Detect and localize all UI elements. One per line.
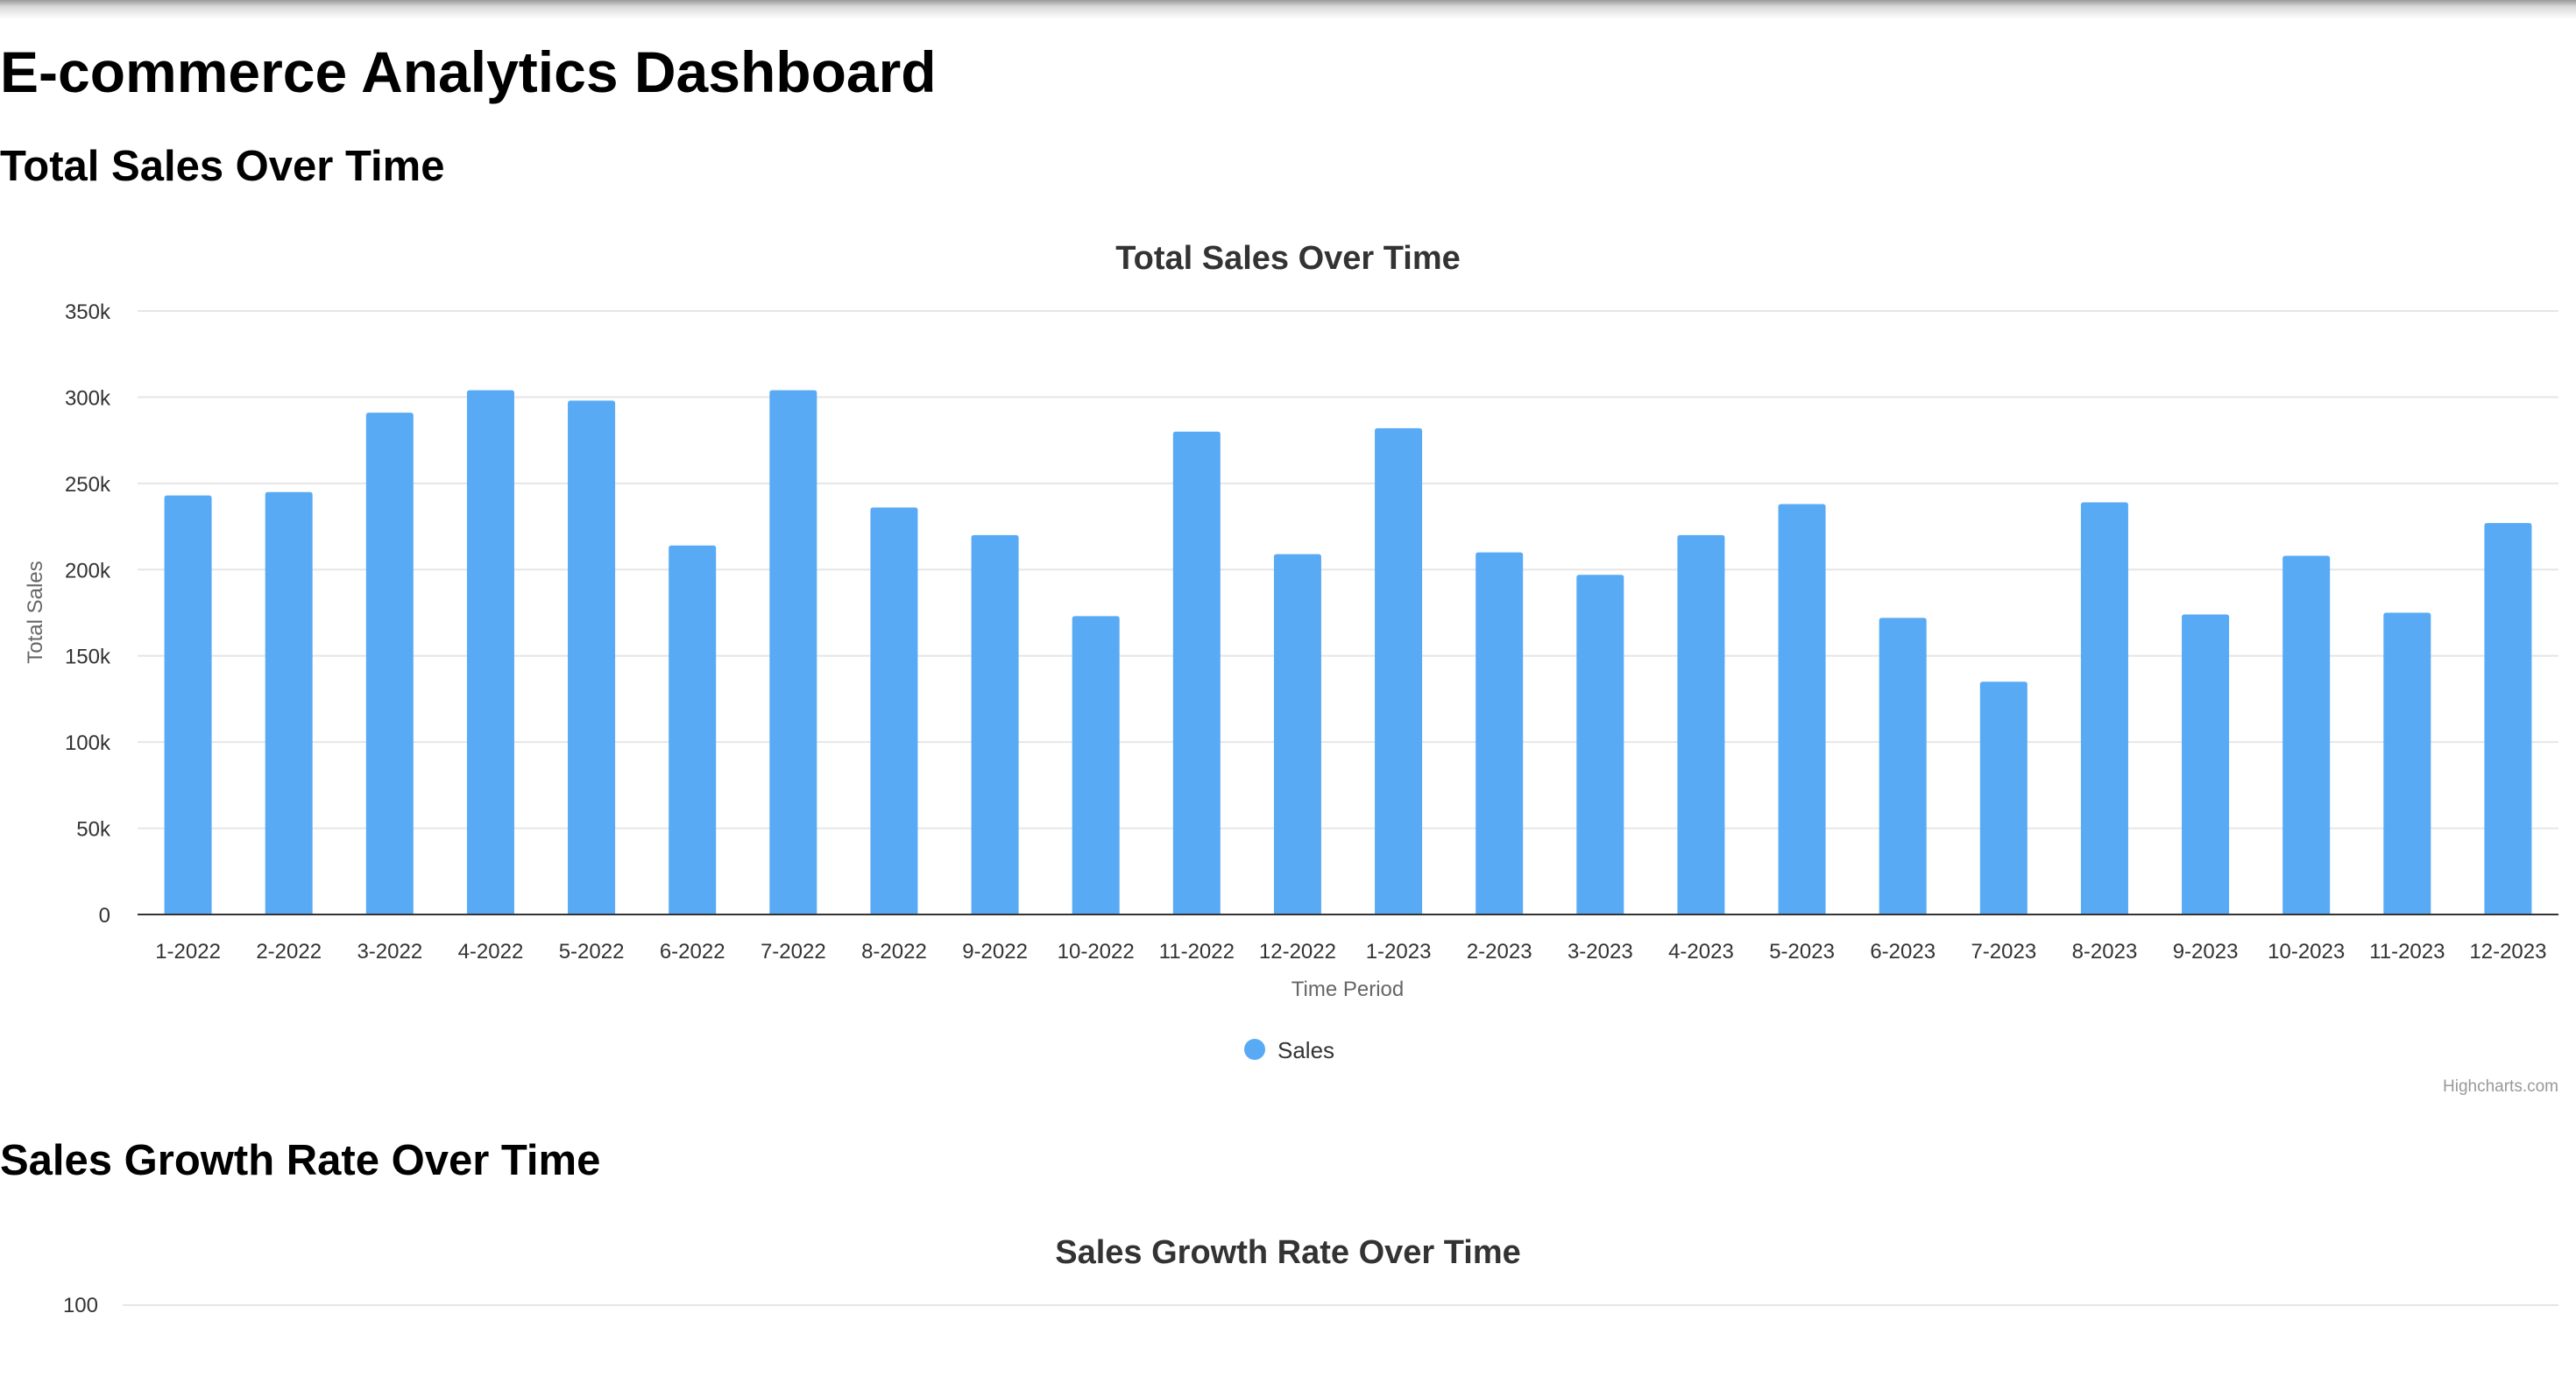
bar-6-2022[interactable]: [669, 545, 717, 914]
bar-11-2023[interactable]: [2383, 612, 2431, 915]
x-tick-label: 1-2023: [1366, 940, 1432, 964]
bar-1-2022[interactable]: [164, 495, 212, 914]
x-tick-label: 3-2022: [357, 940, 422, 964]
x-tick-label: 1-2022: [155, 940, 221, 964]
x-tick-label: 9-2022: [962, 940, 1028, 964]
x-tick-label: 2-2022: [256, 940, 322, 964]
bar-2-2023[interactable]: [1476, 552, 1524, 914]
x-tick-label: 10-2022: [1058, 940, 1135, 964]
section-title-growth-rate: Sales Growth Rate Over Time: [0, 1137, 601, 1184]
x-tick-label: 3-2023: [1568, 940, 1633, 964]
growth-rate-chart: Sales Growth Rate Over Time 100: [63, 1234, 2558, 1317]
bar-12-2023[interactable]: [2484, 523, 2532, 914]
bar-6-2023[interactable]: [1879, 618, 1927, 914]
page-title: E-commerce Analytics Dashboard: [0, 39, 937, 104]
bar-3-2023[interactable]: [1576, 575, 1624, 914]
chart-credits[interactable]: Highcharts.com: [2443, 1077, 2558, 1096]
bar-4-2022[interactable]: [466, 390, 514, 914]
y-axis-title: Total Sales: [24, 561, 47, 663]
x-tick-label: 12-2023: [2469, 940, 2546, 964]
bar-5-2022[interactable]: [568, 400, 616, 914]
x-tick-label: 9-2023: [2173, 940, 2239, 964]
x-tick-label: 5-2022: [559, 940, 625, 964]
gridlines: [138, 310, 2558, 830]
bar-12-2022[interactable]: [1273, 554, 1321, 914]
section-title-total-sales: Total Sales Over Time: [0, 143, 445, 190]
x-tick-label: 6-2023: [1870, 940, 1936, 964]
y-tick-label: 250k: [65, 473, 111, 497]
y-axis-ticks: 0 50k 100k 150k 200k 250k 300k 350k: [65, 300, 111, 928]
chart-title: Total Sales Over Time: [1115, 240, 1461, 277]
bar-1-2023[interactable]: [1375, 427, 1423, 914]
x-tick-label: 8-2023: [2072, 940, 2138, 964]
x-tick-label: 6-2022: [660, 940, 725, 964]
x-tick-label: 2-2023: [1467, 940, 1532, 964]
x-tick-label: 8-2022: [861, 940, 927, 964]
bar-2-2022[interactable]: [265, 491, 313, 914]
total-sales-chart: Total Sales Over Time 0 50k 100k 150k 200k 25…: [24, 240, 2558, 1096]
chart-title: Sales Growth Rate Over Time: [1055, 1234, 1521, 1271]
legend[interactable]: Sales: [1244, 1037, 1334, 1063]
x-tick-label: 11-2023: [2369, 940, 2445, 964]
window-top-shadow: [0, 0, 2576, 19]
bar-5-2023[interactable]: [1778, 504, 1826, 914]
x-axis-ticks: 1-2022 2-2022 3-2022 4-2022 5-2022 6-2022 7-20…: [155, 940, 2546, 964]
bar-3-2022[interactable]: [365, 413, 414, 914]
x-tick-label: 7-2023: [1971, 940, 2036, 964]
bar-10-2023[interactable]: [2282, 555, 2331, 914]
y-tick-label: 300k: [65, 386, 111, 410]
x-tick-label: 4-2023: [1668, 940, 1734, 964]
bar-9-2022[interactable]: [971, 534, 1019, 914]
bar-9-2023[interactable]: [2182, 614, 2230, 914]
x-tick-label: 11-2022: [1159, 940, 1235, 964]
y-tick-label: 100k: [65, 731, 111, 755]
bar-4-2023[interactable]: [1677, 534, 1725, 914]
y-tick-label: 100: [63, 1294, 98, 1317]
bar-7-2023[interactable]: [1979, 681, 2028, 914]
legend-item-sales[interactable]: Sales: [1277, 1037, 1334, 1063]
x-axis-title: Time Period: [1292, 978, 1404, 1001]
bar-series-sales: [164, 390, 2532, 915]
bar-10-2022[interactable]: [1072, 616, 1120, 914]
bar-7-2022[interactable]: [769, 390, 817, 914]
x-tick-label: 5-2023: [1769, 940, 1835, 964]
y-tick-label: 350k: [65, 300, 111, 324]
y-tick-label: 200k: [65, 559, 111, 582]
y-tick-label: 0: [99, 904, 110, 928]
x-tick-label: 12-2022: [1259, 940, 1336, 964]
x-tick-label: 4-2022: [458, 940, 524, 964]
x-tick-label: 7-2022: [761, 940, 826, 964]
y-tick-label: 50k: [76, 818, 111, 842]
bar-8-2022[interactable]: [870, 507, 918, 914]
bar-8-2023[interactable]: [2080, 502, 2128, 914]
bar-11-2022[interactable]: [1172, 431, 1221, 914]
y-tick-label: 150k: [65, 646, 111, 669]
x-tick-label: 10-2023: [2268, 940, 2345, 964]
legend-marker-sales[interactable]: [1244, 1039, 1265, 1060]
